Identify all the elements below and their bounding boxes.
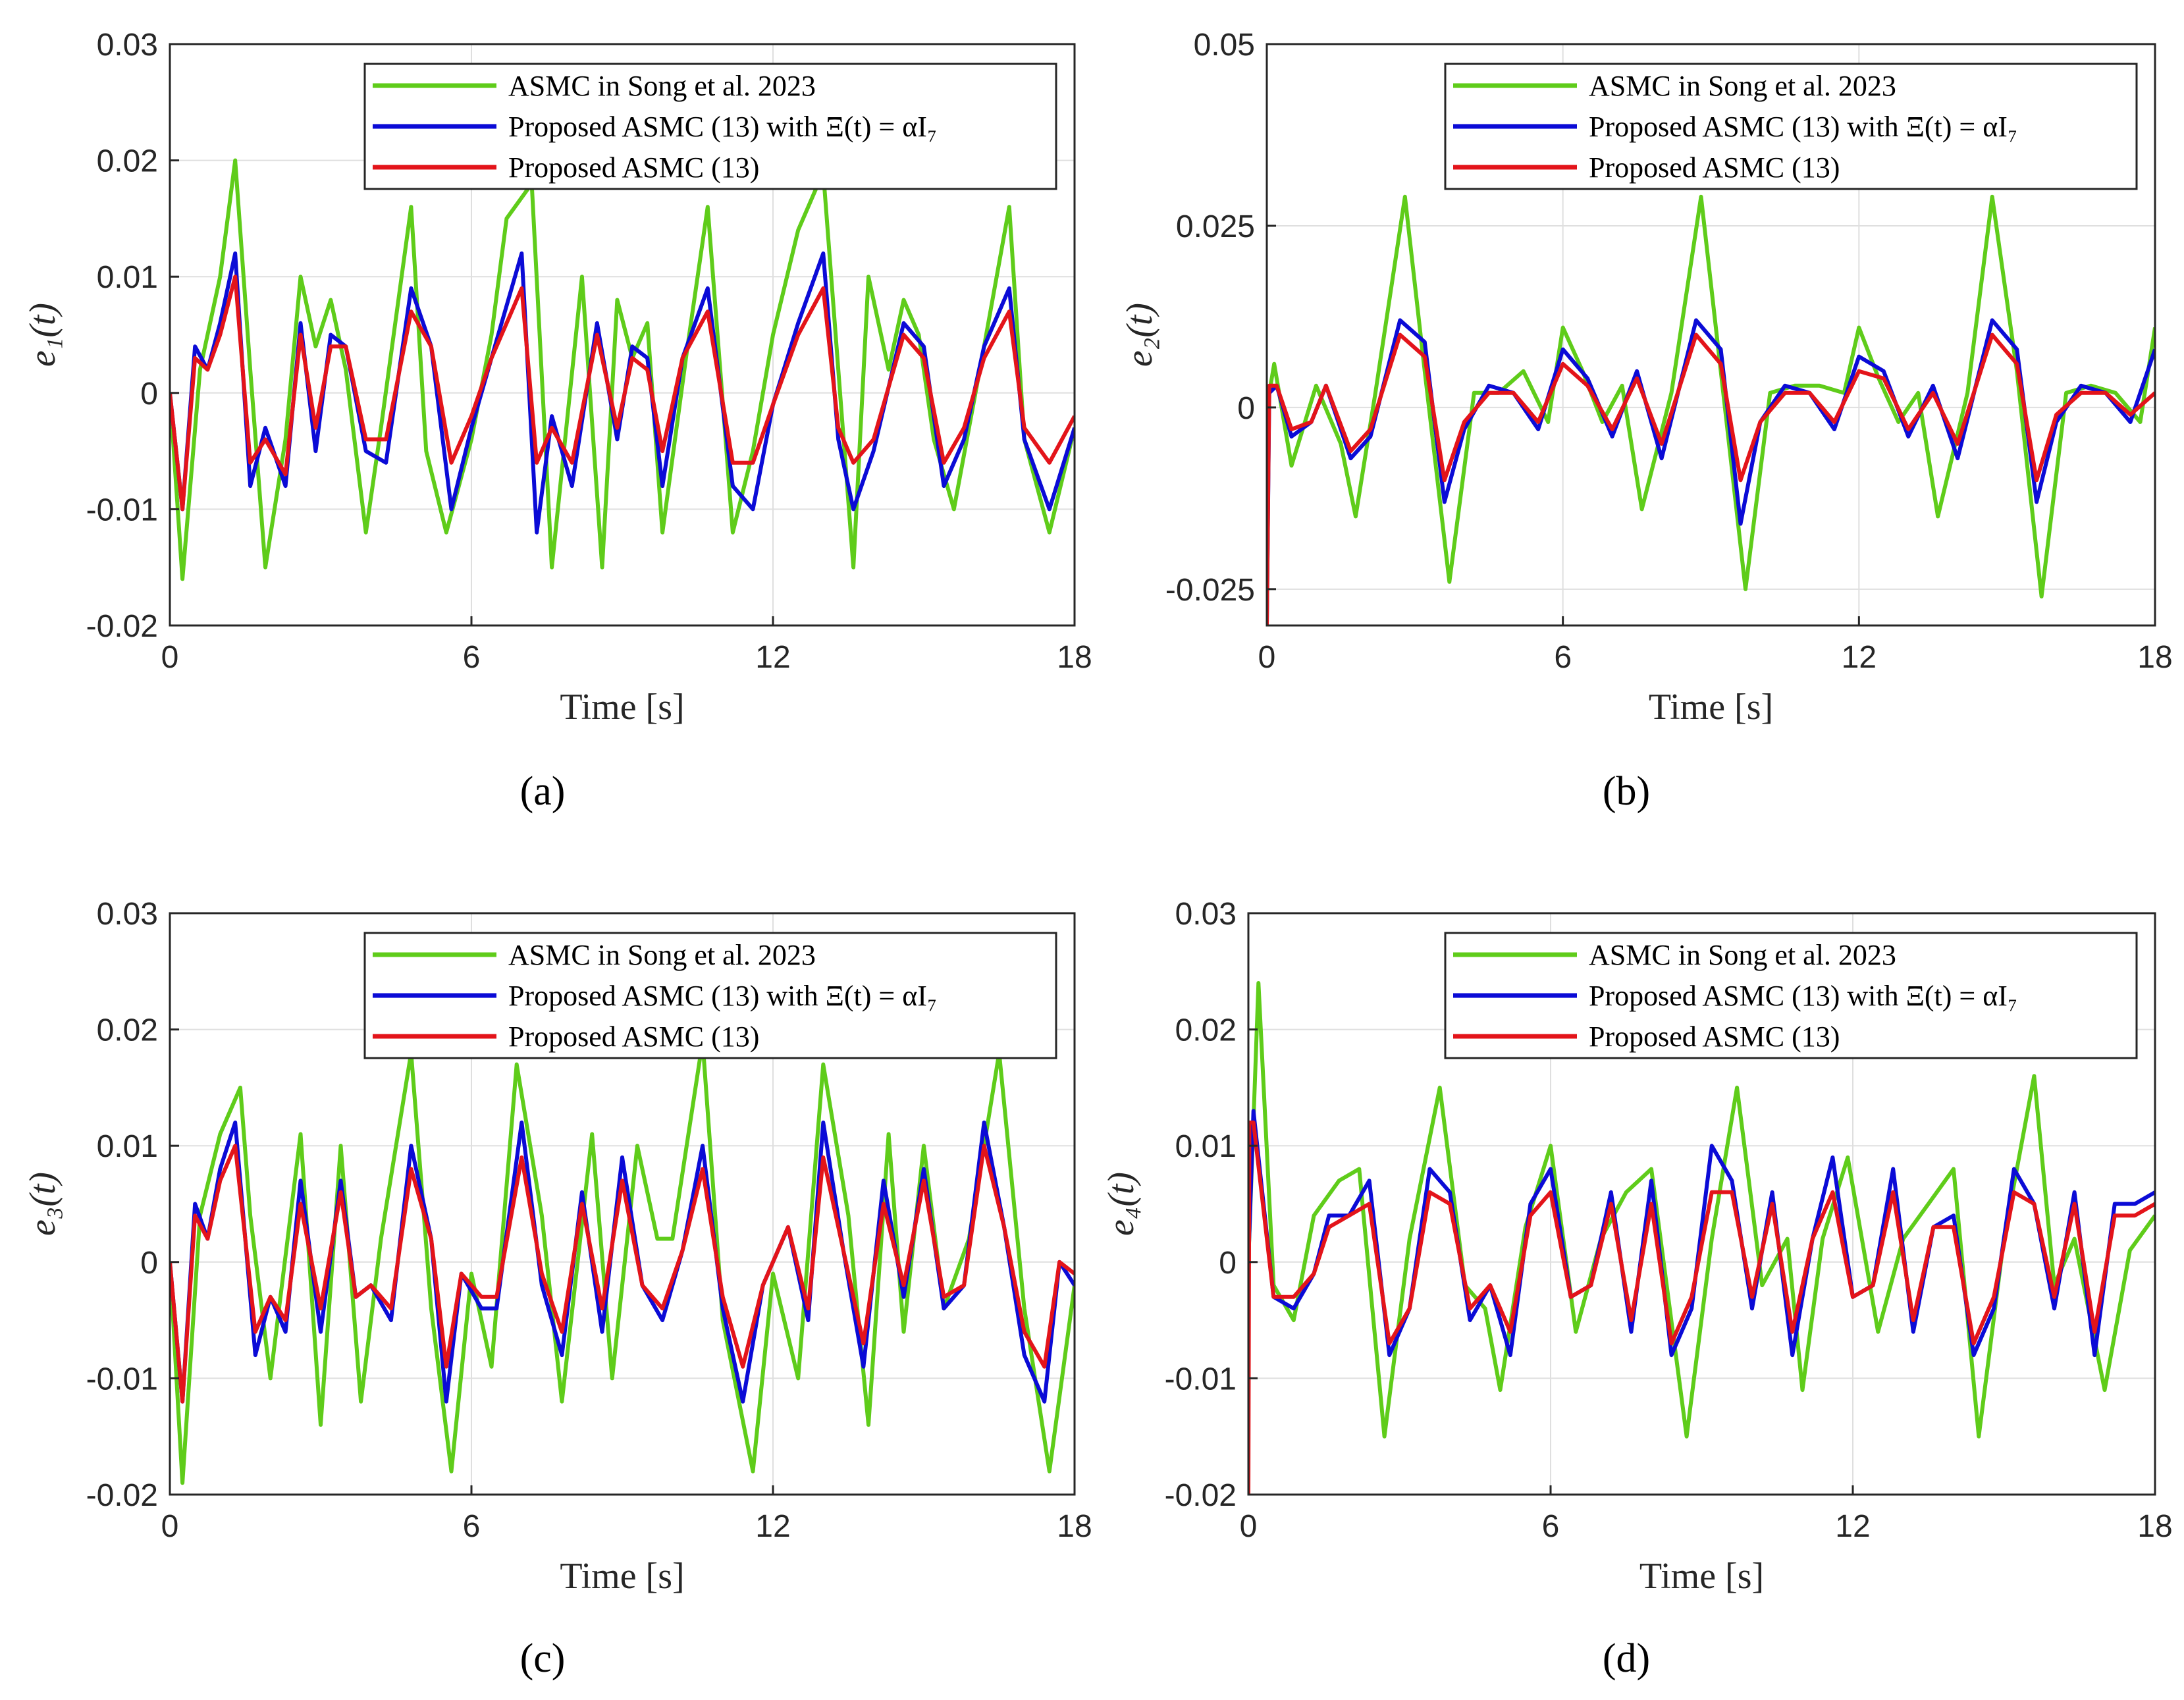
x-tick-label: 0 bbox=[161, 640, 179, 675]
legend-label: Proposed ASMC (13) bbox=[508, 151, 759, 184]
x-tick-label: 12 bbox=[755, 1509, 790, 1544]
y-tick-label: 0.01 bbox=[1175, 1129, 1237, 1164]
y-tick-label: -0.01 bbox=[1165, 1362, 1237, 1396]
series-line-3 bbox=[170, 1144, 1075, 1404]
legend-label: Proposed ASMC (13) with Ξ(t) = αI₇ bbox=[1589, 111, 2017, 143]
legend-label: Proposed ASMC (13) with Ξ(t) = αI₇ bbox=[1589, 980, 2017, 1012]
legend-label: ASMC in Song et al. 2023 bbox=[508, 939, 816, 971]
y-tick-label: 0.03 bbox=[1175, 897, 1237, 932]
y-tick-label: 0.03 bbox=[97, 897, 158, 932]
legend: ASMC in Song et al. 2023 Proposed ASMC (1… bbox=[363, 932, 1057, 1059]
chart-panel-c: 0 6 12 18 -0.02 -0.01 0 0.01 0.02 0.03 Time [s] e₃(… bbox=[22, 897, 1092, 1597]
legend: ASMC in Song et al. 2023 Proposed ASMC (1… bbox=[363, 63, 1057, 190]
y-tick-label: -0.01 bbox=[86, 1362, 158, 1396]
axes-box bbox=[1247, 912, 2156, 1496]
axes-box bbox=[1265, 43, 2156, 627]
series-line-3 bbox=[1267, 332, 2155, 625]
panel-caption: (c) bbox=[520, 1636, 566, 1681]
x-tick-label: 6 bbox=[1554, 640, 1572, 675]
x-tick-label: 18 bbox=[1057, 1509, 1092, 1544]
legend-label: ASMC in Song et al. 2023 bbox=[1589, 70, 1896, 102]
y-tick-label: 0 bbox=[140, 377, 158, 412]
legend-label: Proposed ASMC (13) bbox=[1589, 151, 1840, 184]
x-axis-label: Time [s] bbox=[1639, 1556, 1764, 1597]
x-tick-label: 12 bbox=[1842, 640, 1877, 675]
chart-panel-d: 0 6 12 18 -0.02 -0.01 0 0.01 0.02 0.03 Time [s] e₄(… bbox=[1101, 897, 2173, 1597]
x-tick-label: 12 bbox=[1835, 1509, 1870, 1544]
y-axis-label: e₃(t) bbox=[22, 1172, 63, 1236]
x-tick-label: 0 bbox=[161, 1509, 179, 1544]
y-tick-label: 0.02 bbox=[97, 144, 158, 179]
y-tick-label: 0.02 bbox=[1175, 1013, 1237, 1048]
y-tick-label: -0.02 bbox=[86, 609, 158, 644]
x-tick-label: 18 bbox=[2137, 640, 2172, 675]
series-line-1 bbox=[1267, 194, 2155, 598]
y-axis-label: e₁(t) bbox=[22, 303, 63, 367]
legend-label: ASMC in Song et al. 2023 bbox=[508, 70, 816, 102]
x-tick-label: 6 bbox=[463, 1509, 481, 1544]
y-tick-label: -0.025 bbox=[1165, 573, 1255, 608]
y-tick-label: -0.01 bbox=[86, 492, 158, 527]
axes-box bbox=[169, 912, 1076, 1496]
x-axis-label: Time [s] bbox=[560, 687, 684, 728]
legend-label: Proposed ASMC (13) bbox=[1589, 1021, 1840, 1053]
y-tick-label: 0.025 bbox=[1176, 209, 1255, 244]
x-tick-label: 6 bbox=[1542, 1509, 1560, 1544]
y-tick-label: 0.01 bbox=[97, 260, 158, 295]
series-line-1 bbox=[170, 158, 1075, 581]
y-tick-label: -0.02 bbox=[86, 1478, 158, 1513]
legend: ASMC in Song et al. 2023 Proposed ASMC (1… bbox=[1444, 63, 2138, 190]
legend-label: Proposed ASMC (13) with Ξ(t) = αI₇ bbox=[508, 980, 937, 1012]
panel-caption: (b) bbox=[1603, 769, 1650, 814]
y-tick-label: 0 bbox=[1237, 391, 1255, 426]
x-tick-label: 18 bbox=[1057, 640, 1092, 675]
chart-panel-a: 0 6 12 18 -0.02 -0.01 0 0.01 0.02 0.03 Time [s] e₁(… bbox=[22, 28, 1092, 728]
legend-label: ASMC in Song et al. 2023 bbox=[1589, 939, 1896, 971]
panel-caption: (d) bbox=[1603, 1636, 1650, 1681]
y-tick-label: 0.01 bbox=[97, 1129, 158, 1164]
series-line-3 bbox=[1248, 1120, 2155, 1495]
y-tick-label: 0.05 bbox=[1194, 28, 1255, 63]
y-tick-label: -0.02 bbox=[1165, 1478, 1237, 1513]
y-tick-label: 0.02 bbox=[97, 1013, 158, 1048]
y-tick-label: 0 bbox=[140, 1246, 158, 1281]
x-tick-label: 0 bbox=[1240, 1509, 1258, 1544]
legend-label: Proposed ASMC (13) with Ξ(t) = αI₇ bbox=[508, 111, 937, 143]
y-tick-label: 0.03 bbox=[97, 28, 158, 63]
y-tick-label: 0 bbox=[1219, 1246, 1237, 1281]
panel-caption: (a) bbox=[520, 769, 566, 814]
legend-label: Proposed ASMC (13) bbox=[508, 1021, 759, 1053]
x-axis-label: Time [s] bbox=[1649, 687, 1773, 728]
x-tick-label: 18 bbox=[2137, 1509, 2172, 1544]
x-tick-label: 6 bbox=[463, 640, 481, 675]
y-axis-label: e₂(t) bbox=[1119, 303, 1160, 367]
x-tick-label: 12 bbox=[755, 640, 790, 675]
x-axis-label: Time [s] bbox=[560, 1556, 684, 1597]
legend: ASMC in Song et al. 2023 Proposed ASMC (1… bbox=[1444, 932, 2138, 1059]
series-line-1 bbox=[170, 1039, 1075, 1485]
axes-box bbox=[169, 43, 1076, 627]
series-line-3 bbox=[170, 275, 1075, 512]
y-axis-label: e₄(t) bbox=[1101, 1172, 1142, 1236]
x-tick-label: 0 bbox=[1258, 640, 1276, 675]
